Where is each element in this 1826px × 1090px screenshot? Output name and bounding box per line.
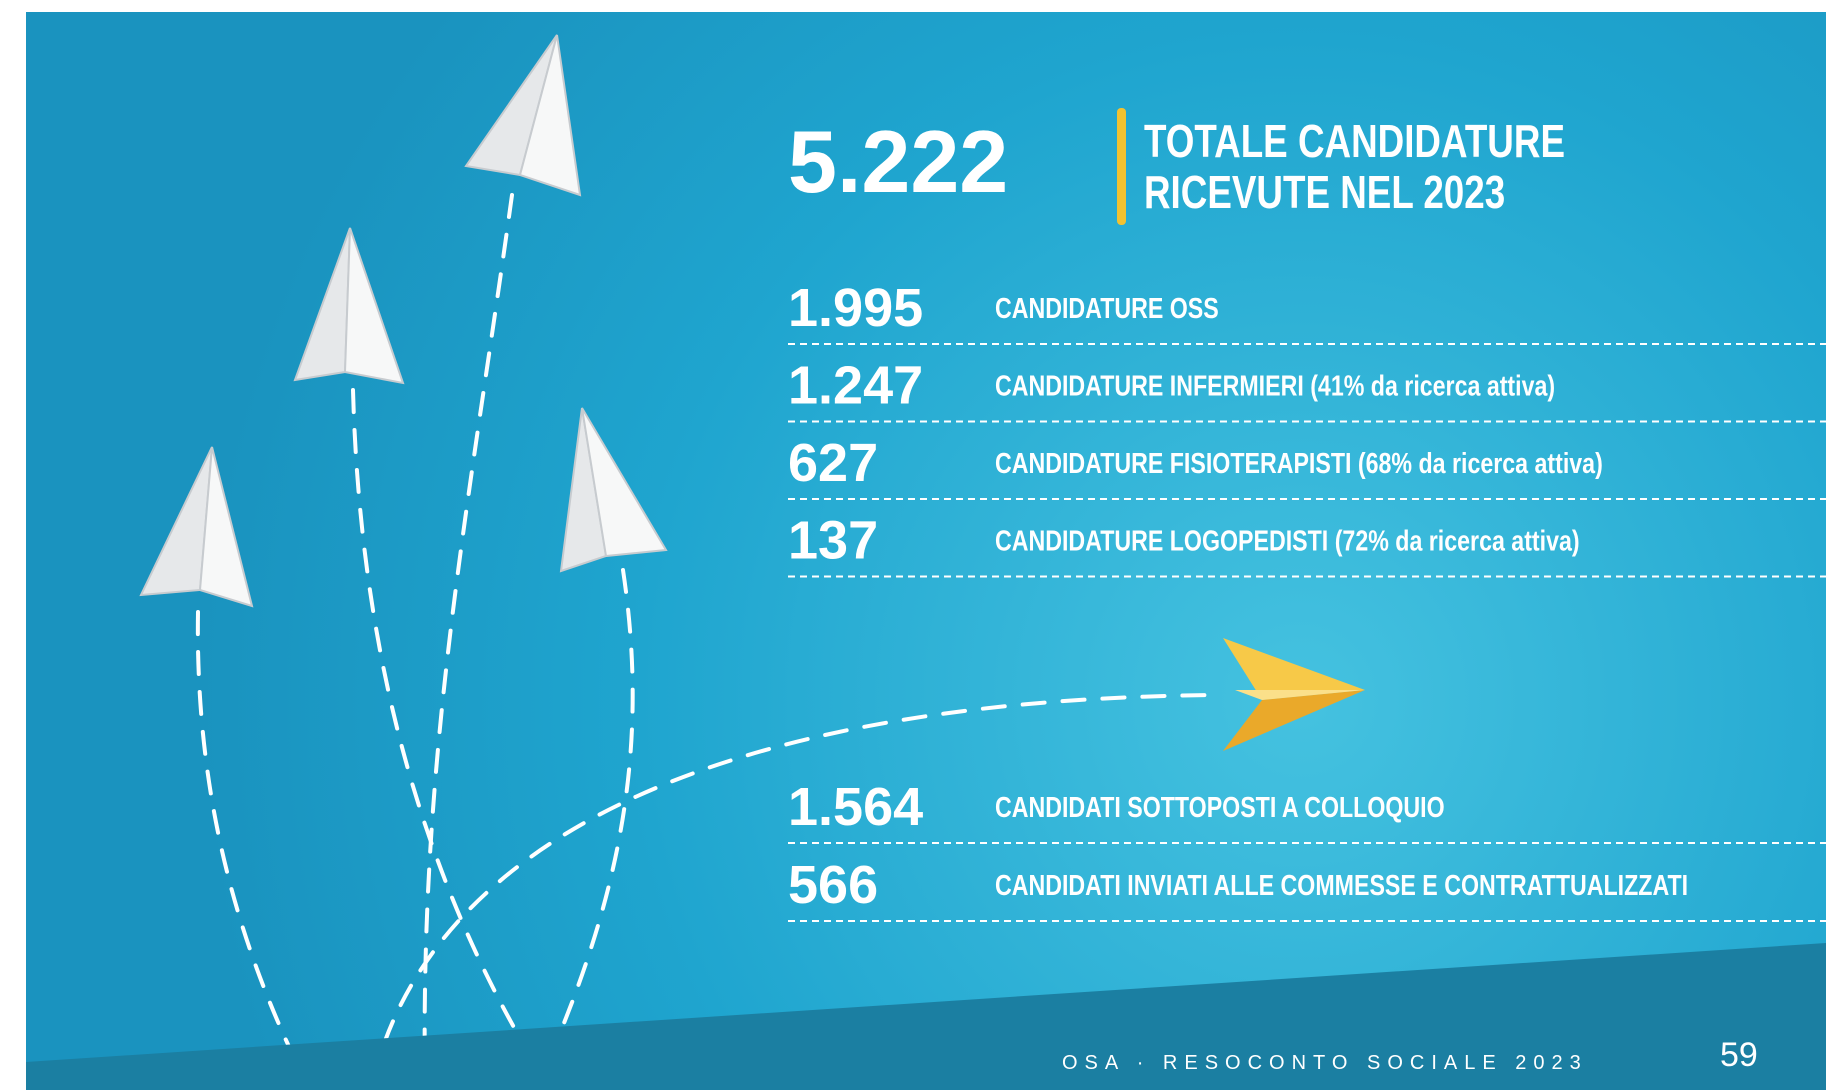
stat-number: 137 bbox=[788, 511, 878, 571]
stat-label: CANDIDATURE INFERMIERI (41% da ricerca a… bbox=[995, 369, 1555, 402]
stat-number: 1.995 bbox=[788, 278, 923, 338]
stat-number: 1.564 bbox=[788, 777, 923, 837]
label-wrap: CANDIDATURE LOGOPEDISTI (72% da ricerca … bbox=[995, 524, 1580, 557]
label-wrap: CANDIDATURE INFERMIERI (41% da ricerca a… bbox=[995, 369, 1555, 402]
stat-label: CANDIDATURE OSS bbox=[995, 291, 1219, 324]
page-number: 59 bbox=[1720, 1036, 1758, 1074]
stat-number: 627 bbox=[788, 433, 878, 493]
label-wrap: CANDIDATI INVIATI ALLE COMMESSE E CONTRA… bbox=[995, 868, 1688, 901]
stat-number: 1.247 bbox=[788, 356, 923, 416]
footer-text: OSA · RESOCONTO SOCIALE 2023 bbox=[1062, 1052, 1588, 1074]
stat-number: 566 bbox=[788, 855, 878, 915]
stat-label: CANDIDATI SOTTOPOSTI A COLLOQUIO bbox=[995, 790, 1445, 823]
page: 5.222 TOTALE CANDIDATURE RICEVUTE NEL 20… bbox=[0, 0, 1826, 1090]
title-line: TOTALE CANDIDATURE bbox=[1144, 115, 1565, 167]
stat-label: CANDIDATURE LOGOPEDISTI (72% da ricerca … bbox=[995, 524, 1580, 557]
total-number: 5.222 bbox=[788, 112, 1008, 211]
label-wrap: CANDIDATURE FISIOTERAPISTI (68% da ricer… bbox=[995, 446, 1603, 479]
label-wrap: CANDIDATURE OSS bbox=[995, 291, 1219, 324]
stat-label: CANDIDATURE FISIOTERAPISTI (68% da ricer… bbox=[995, 446, 1603, 479]
accent-bar bbox=[1117, 108, 1126, 225]
stat-label: CANDIDATI INVIATI ALLE COMMESSE E CONTRA… bbox=[995, 868, 1688, 901]
title-line: RICEVUTE NEL 2023 bbox=[1144, 166, 1505, 218]
label-wrap: CANDIDATI SOTTOPOSTI A COLLOQUIO bbox=[995, 790, 1445, 823]
